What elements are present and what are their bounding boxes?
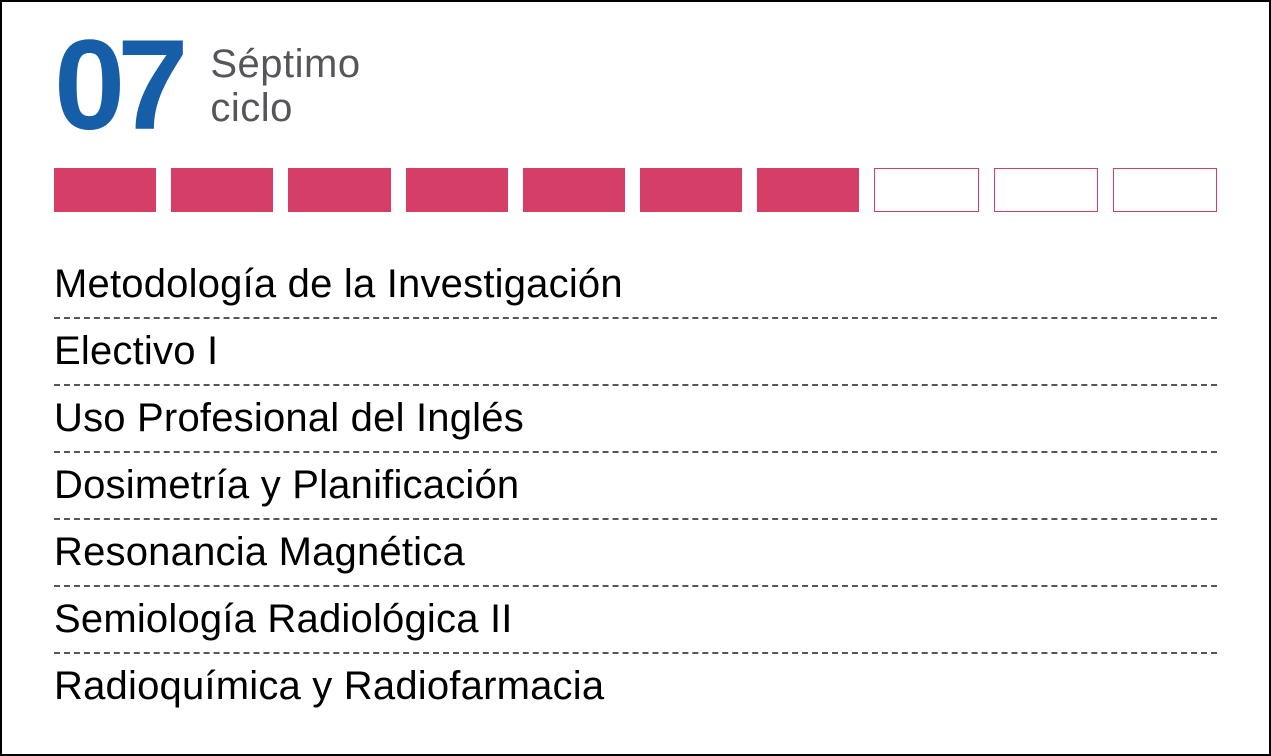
course-item: Resonancia Magnética	[54, 520, 1217, 587]
course-item: Radioquímica y Radiofarmacia	[54, 654, 1217, 719]
progress-bar	[54, 168, 1217, 212]
cycle-card: 07 Séptimo ciclo Metodología de la Inves…	[0, 0, 1271, 756]
course-item: Electivo I	[54, 319, 1217, 386]
subtitle-line1: Séptimo	[210, 42, 360, 86]
progress-cell	[523, 168, 625, 212]
progress-cell	[757, 168, 859, 212]
progress-cell	[54, 168, 156, 212]
progress-cell	[288, 168, 390, 212]
header-row: 07 Séptimo ciclo	[54, 22, 1217, 150]
subtitle-line2: ciclo	[210, 86, 360, 130]
progress-cell	[994, 168, 1098, 212]
progress-cell	[640, 168, 742, 212]
course-item: Metodología de la Investigación	[54, 252, 1217, 319]
course-list: Metodología de la InvestigaciónElectivo …	[54, 252, 1217, 719]
cycle-subtitle: Séptimo ciclo	[210, 42, 360, 130]
course-item: Dosimetría y Planificación	[54, 453, 1217, 520]
cycle-number: 07	[54, 22, 180, 150]
progress-cell	[171, 168, 273, 212]
course-item: Uso Profesional del Inglés	[54, 386, 1217, 453]
progress-cell	[1113, 168, 1217, 212]
progress-cell	[406, 168, 508, 212]
course-item: Semiología Radiológica II	[54, 587, 1217, 654]
progress-cell	[874, 168, 978, 212]
